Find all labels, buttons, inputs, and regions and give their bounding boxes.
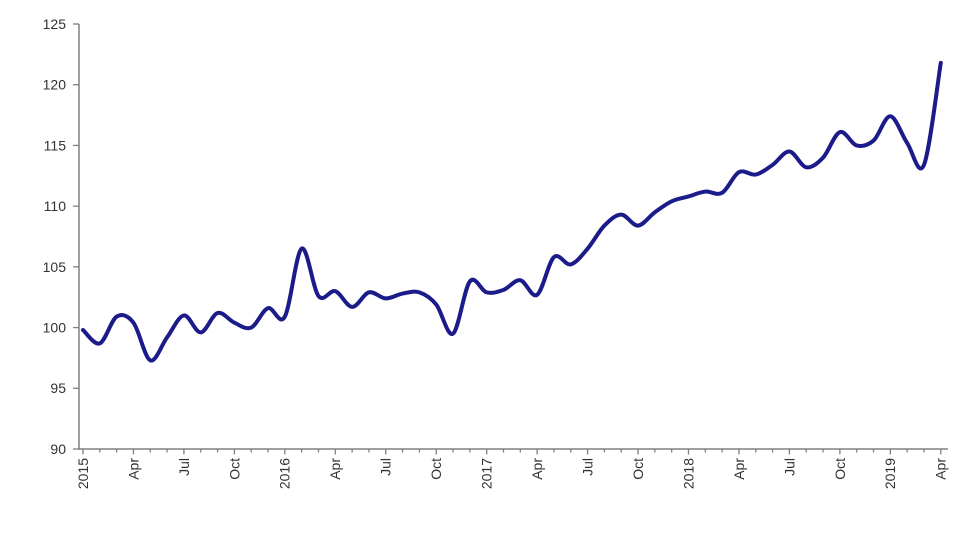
x-tick-label: Oct <box>630 458 646 480</box>
y-tick-label: 110 <box>44 198 67 214</box>
x-tick-label: Apr <box>125 458 141 480</box>
x-tick-label: 2015 <box>75 458 91 489</box>
x-tick-label: Jul <box>378 458 394 476</box>
x-tick-label: 2018 <box>680 458 696 489</box>
x-tick-label: Apr <box>327 458 343 480</box>
x-tick-label: Jul <box>176 458 192 476</box>
x-tick-label: Apr <box>933 458 949 480</box>
x-tick-label: Jul <box>579 458 595 476</box>
x-tick-label: Jul <box>781 458 797 476</box>
x-tick-label: Apr <box>529 458 545 480</box>
y-tick-label: 125 <box>43 16 67 32</box>
y-tick-label: 95 <box>50 380 66 396</box>
y-tick-label: 105 <box>43 259 67 275</box>
x-tick-label: Oct <box>428 458 444 480</box>
x-tick-label: Oct <box>832 458 848 480</box>
series-line <box>81 60 943 363</box>
x-tick-label: 2016 <box>277 458 293 489</box>
y-tick-label: 100 <box>43 319 67 335</box>
x-tick-label: Oct <box>226 458 242 480</box>
x-tick-label: 2017 <box>479 458 495 489</box>
y-tick-label: 90 <box>50 441 66 457</box>
y-tick-label: 115 <box>44 137 67 153</box>
x-tick-label: Apr <box>731 458 747 480</box>
y-tick-label: 120 <box>43 77 67 93</box>
x-tick-label: 2019 <box>882 458 898 489</box>
